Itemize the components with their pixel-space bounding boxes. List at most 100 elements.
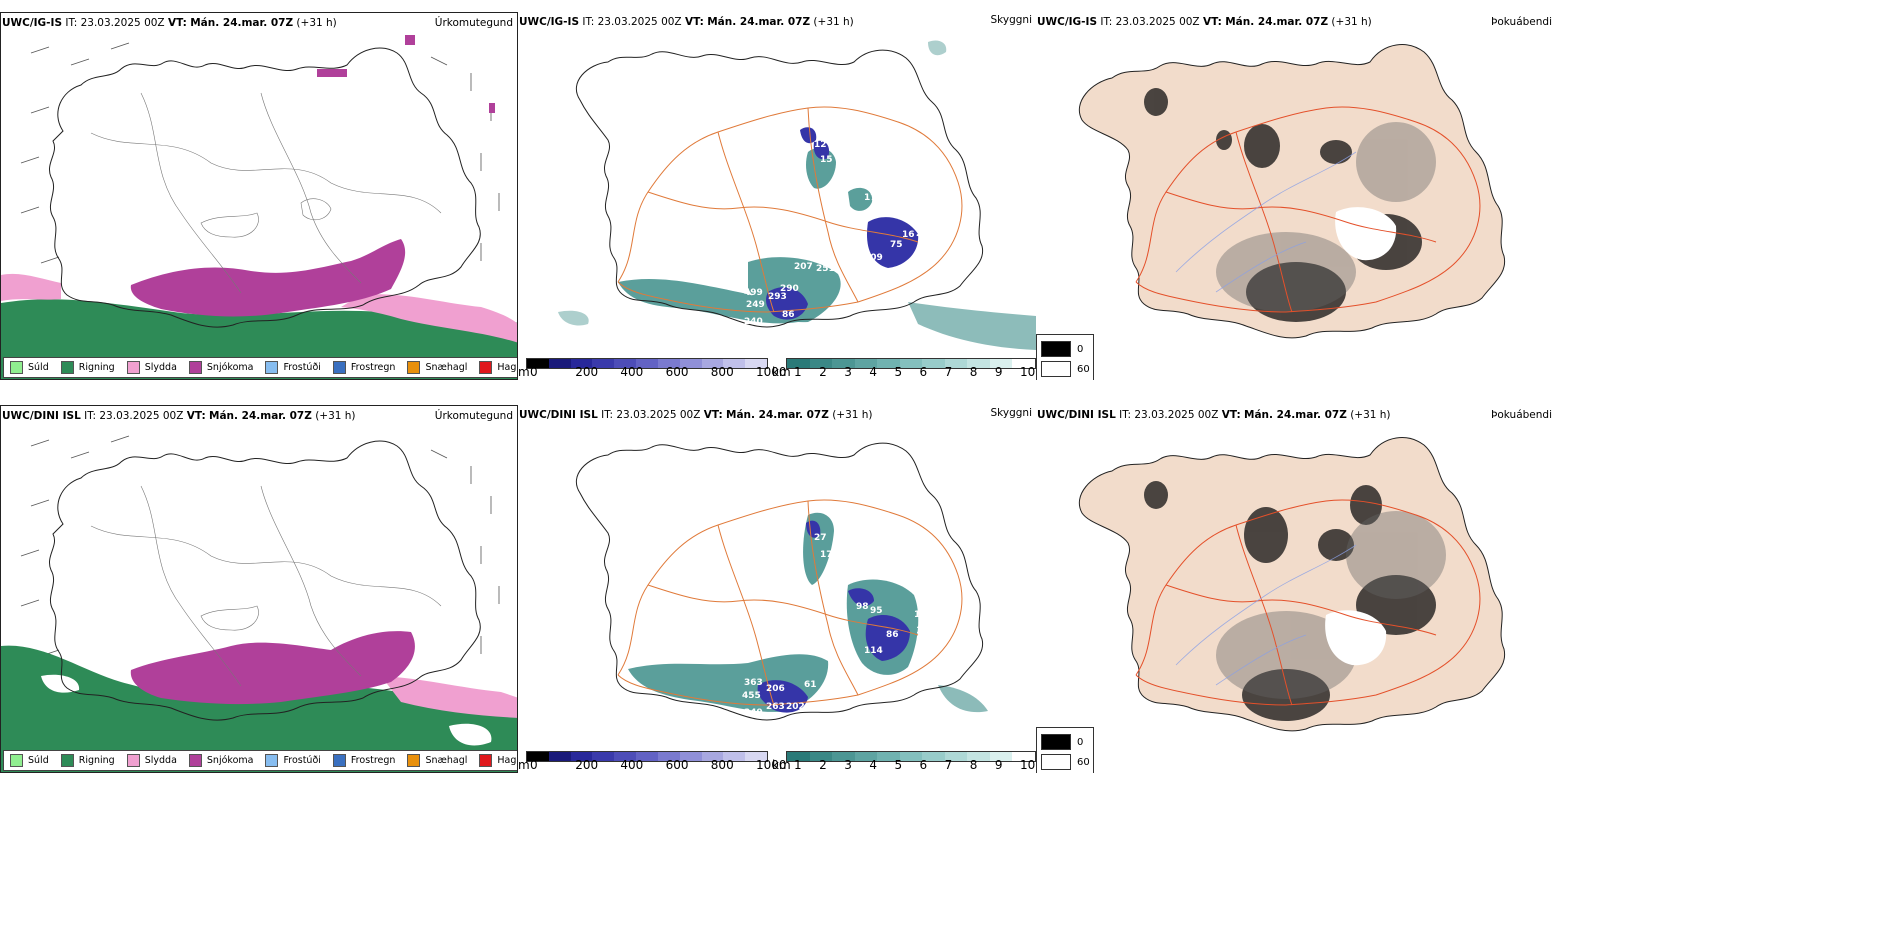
ceiling-label: 249	[746, 300, 765, 310]
ceiling-labels-bottom: 363 455 249 206 263 202 61 114 86 98 95 …	[742, 533, 929, 718]
legend-item-snow: Snjókoma	[188, 361, 253, 374]
legend-item-freezing-rain: Frostregn	[332, 361, 395, 374]
panel-title-visibility: Skyggni	[990, 407, 1033, 419]
ceiling-label: 86	[886, 630, 899, 640]
precip-type-panel-bottom: UWC/DINI ISL IT: 23.03.2025 00Z VT: Mán.…	[0, 405, 518, 773]
colorbar-tick-label: 1000	[756, 758, 787, 772]
precip-map-bottom	[1, 435, 517, 772]
fog-legend-bottom: 0 60	[1036, 727, 1094, 773]
panel-title-visibility: Skyggni	[990, 14, 1033, 26]
colorbar-step	[832, 359, 855, 368]
it-label: IT:	[601, 409, 614, 421]
legend-item-drizzle: Súld	[10, 361, 49, 374]
colorbar-step	[657, 359, 680, 368]
legend-label: Rigning	[78, 755, 115, 766]
hail-swatch	[479, 754, 493, 767]
snow-swatch	[188, 361, 202, 374]
legend-label: Slydda	[144, 755, 177, 766]
legend-label: Snæhagl	[425, 362, 468, 373]
colorbar-step	[877, 359, 900, 368]
legend-item-freezing-drizzle: Frostúði	[265, 361, 321, 374]
legend-item-snow: Snjókoma	[188, 754, 253, 767]
panel-header-top-3: UWC/IG-IS IT: 23.03.2025 00Z VT: Mán. 24…	[1037, 16, 1372, 28]
model-name: UWC/IG-IS	[1037, 16, 1098, 28]
it-label: IT:	[1100, 16, 1113, 28]
colorbar-step	[679, 359, 702, 368]
panel-header-top-2: UWC/IG-IS IT: 23.03.2025 00Z VT: Mán. 24…	[519, 16, 854, 28]
vt-label: VT:	[703, 409, 723, 421]
legend-label: Haglél	[497, 362, 517, 373]
ceiling-label: 207	[794, 262, 813, 272]
colorbar-step	[944, 752, 968, 761]
colorbar-step	[787, 359, 810, 368]
colorbar-tick-label: 800	[710, 758, 734, 772]
hail-swatch	[479, 361, 493, 374]
colorbar-tick-label: 2	[819, 758, 827, 772]
ceiling-label: 27	[916, 229, 929, 239]
fog-legend-row: 60	[1041, 361, 1090, 377]
panel-header-top-1: UWC/IG-IS IT: 23.03.2025 00Z VT: Mán. 24…	[2, 17, 337, 29]
colorbar-tick-label: 5	[894, 365, 903, 379]
colorbar-step	[899, 752, 923, 761]
visibility-panel-top: 499 249 240 293 290 86 207 251 109 75 16…	[518, 12, 1036, 380]
colorbar-step	[967, 359, 990, 368]
vt-label: VT:	[167, 17, 187, 29]
fog-panel-top: UWC/IG-IS IT: 23.03.2025 00Z VT: Mán. 24…	[1036, 12, 1552, 380]
colorbar-step	[657, 752, 680, 761]
it-label: IT:	[582, 16, 595, 28]
fog-panel-bottom: UWC/DINI ISL IT: 23.03.2025 00Z VT: Mán.…	[1036, 405, 1552, 773]
it-value: 23.03.2025 00Z	[616, 409, 701, 421]
ceiling-label: 263	[766, 702, 785, 712]
colorbar-step	[1012, 359, 1036, 368]
legend-item-hail: Haglél	[479, 361, 517, 374]
fog-map-bottom	[1078, 437, 1506, 732]
ceiling-label: 202	[786, 702, 805, 712]
lead-time: (+31 h)	[315, 410, 356, 422]
colorbar-step	[570, 359, 593, 368]
graupel-swatch	[407, 754, 421, 767]
fog-land-bottom	[1078, 437, 1506, 732]
legend-label: Frostúði	[283, 362, 321, 373]
visibility-unit: km	[772, 365, 791, 379]
colorbar-step	[922, 752, 945, 761]
ceiling-label: 206	[766, 684, 785, 694]
it-label: IT:	[84, 410, 97, 422]
ceiling-label: 98	[856, 602, 869, 612]
model-name: UWC/DINI ISL	[519, 409, 598, 421]
colorbar-tick-label: 7	[944, 365, 953, 379]
colorbar-step	[570, 752, 593, 761]
colorbar-tick-label: 4	[869, 758, 877, 772]
visibility-map-bottom: 363 455 249 206 263 202 61 114 86 98 95 …	[575, 442, 988, 721]
colorbar-step	[745, 359, 767, 368]
fog-legend-row: 0	[1041, 734, 1083, 750]
legend-item-freezing-drizzle: Frostúði	[265, 754, 321, 767]
fog-legend-top: 0 60	[1036, 334, 1094, 380]
ceiling-label: 251	[816, 264, 835, 274]
panel-title-fog: Þokuábendi	[1491, 16, 1552, 28]
fog-clear-area-top	[1335, 207, 1397, 261]
colorbar-tick-label: 3	[844, 365, 852, 379]
ceiling-label: 240	[744, 317, 763, 327]
legend-label: Frostúði	[283, 755, 321, 766]
colorbar-tick-label: 1	[794, 365, 802, 379]
ceiling-label: 249	[744, 708, 763, 718]
vt-label: VT:	[1221, 409, 1241, 421]
ceiling-label: 12	[814, 140, 827, 150]
ceiling-unit: m	[518, 365, 530, 379]
colorbar-tick-label: 800	[710, 365, 734, 379]
colorbar-step	[989, 752, 1013, 761]
roads-bottom	[617, 499, 963, 706]
colorbar-step	[854, 752, 878, 761]
sleet-swatch	[126, 361, 140, 374]
ceiling-label: 27	[814, 533, 827, 543]
colorbar-tick-label: 7	[944, 758, 953, 772]
ceiling-label: 95	[870, 606, 883, 616]
fog-swatch-light	[1041, 754, 1071, 770]
colorbar-step	[899, 359, 923, 368]
snow-area-bottom	[130, 631, 415, 705]
fog-legend-value: 60	[1077, 756, 1090, 768]
colorbar-tick-label: 8	[969, 758, 978, 772]
colorbar-step	[592, 359, 615, 368]
it-value: 23.03.2025 00Z	[1134, 409, 1219, 421]
freezing-rain-swatch	[332, 754, 346, 767]
